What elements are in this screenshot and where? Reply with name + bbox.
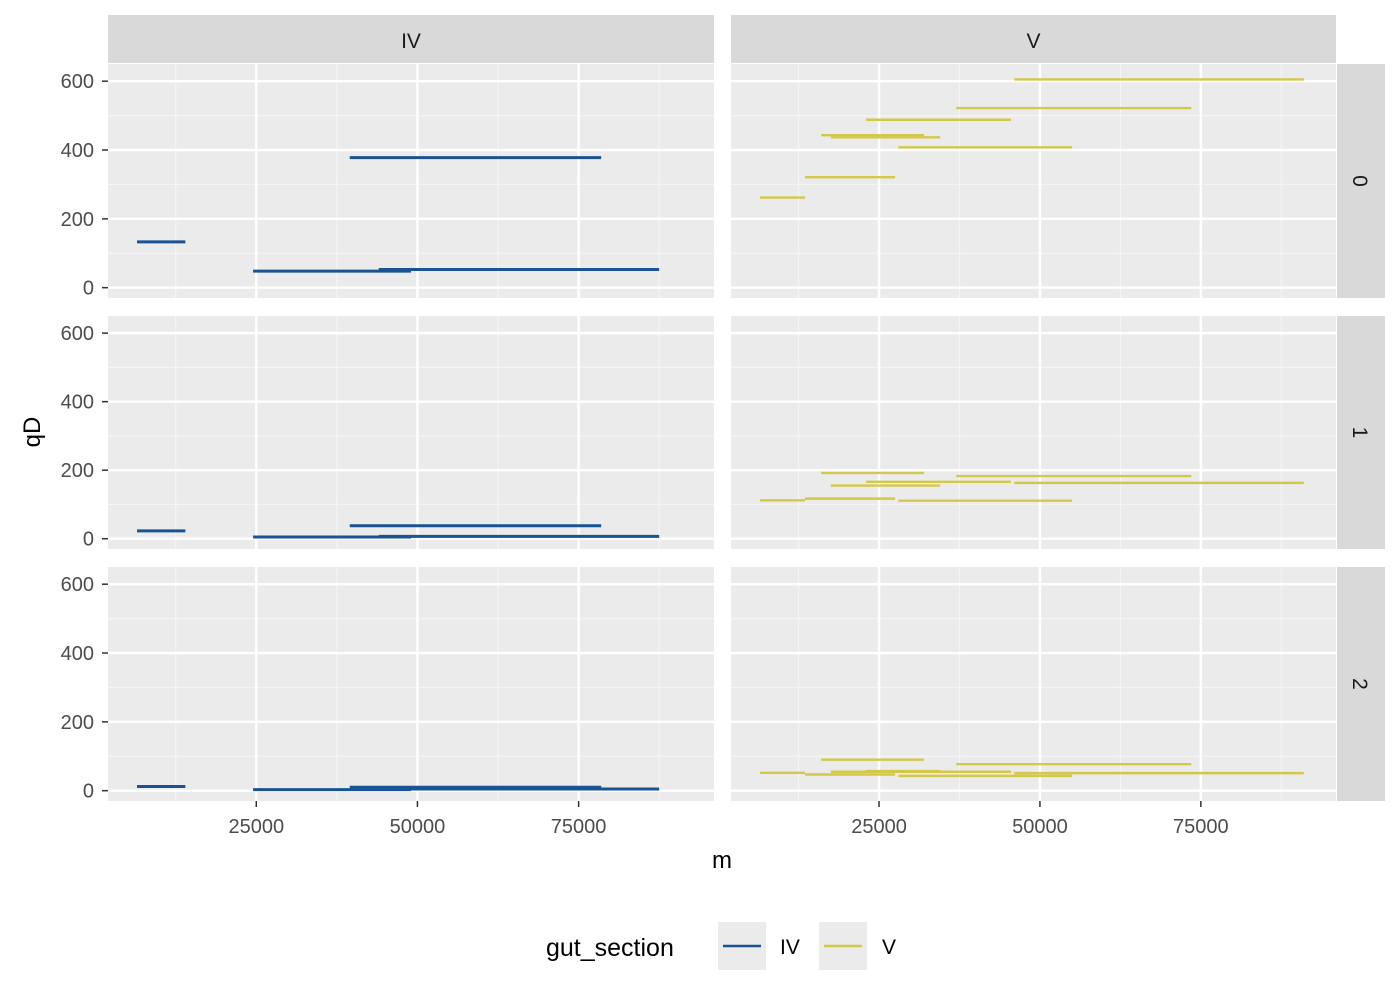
legend-label: V [882, 936, 896, 959]
y-tick-label: 400 [61, 392, 94, 414]
y-tick-label: 200 [61, 460, 94, 482]
legend-title: gut_section [546, 934, 674, 962]
y-tick-label: 600 [61, 323, 94, 345]
x-tick-label: 75000 [551, 816, 607, 838]
panel-background [731, 64, 1336, 298]
row-strip-label: 2 [1348, 678, 1371, 690]
column-strip-V: V [731, 15, 1336, 63]
y-axis-title: qD [19, 417, 46, 448]
x-tick-label: 25000 [228, 816, 284, 838]
legend-label: IV [780, 936, 800, 959]
panel-V-0 [731, 64, 1336, 298]
row-strip-label: 0 [1348, 175, 1371, 187]
legend-item-V: V [819, 922, 896, 970]
column-strip-background [108, 15, 714, 63]
x-tick-label: 50000 [1012, 816, 1068, 838]
y-tick-label: 200 [61, 209, 94, 231]
panel-background [108, 64, 714, 298]
x-tick-label: 50000 [390, 816, 446, 838]
panel-background [731, 567, 1336, 801]
panels-layer [108, 64, 1336, 801]
y-tick-label: 400 [61, 140, 94, 162]
row-strip-background [1337, 64, 1385, 298]
y-tick-label: 0 [83, 781, 94, 803]
y-tick-label: 400 [61, 643, 94, 665]
y-tick-label: 600 [61, 574, 94, 596]
column-strip-IV: IV [108, 15, 714, 63]
column-strip-background [731, 15, 1336, 63]
panel-background [108, 316, 714, 549]
panel-IV-1 [108, 316, 714, 549]
panel-IV-2 [108, 567, 714, 801]
legend-item-IV: IV [718, 922, 800, 970]
legend: gut_section IV V [546, 922, 896, 970]
column-strip-label: IV [401, 30, 421, 53]
column-strip-label: V [1026, 30, 1040, 53]
facet-strips: 0 1 2 IV V [108, 15, 1385, 801]
panel-V-1 [731, 316, 1336, 549]
y-tick-label: 0 [83, 278, 94, 300]
panel-IV-0 [108, 64, 714, 298]
x-tick-label: 25000 [851, 816, 907, 838]
row-strip-1: 1 [1337, 316, 1385, 549]
panel-V-2 [731, 567, 1336, 801]
row-strip-label: 1 [1348, 427, 1371, 439]
row-strip-2: 2 [1337, 567, 1385, 801]
panel-background [108, 567, 714, 801]
y-tick-label: 0 [83, 529, 94, 551]
panel-background [731, 316, 1336, 549]
row-strip-0: 0 [1337, 64, 1385, 298]
row-strip-background [1337, 567, 1385, 801]
x-axis-title: m [712, 847, 732, 874]
y-tick-label: 200 [61, 712, 94, 734]
row-strip-background [1337, 316, 1385, 549]
axes-layer: 0 200 400 600 0 200 400 600 0 200 400 600 25000 50000… [61, 71, 1229, 838]
x-tick-label: 75000 [1173, 816, 1229, 838]
y-tick-label: 600 [61, 71, 94, 93]
